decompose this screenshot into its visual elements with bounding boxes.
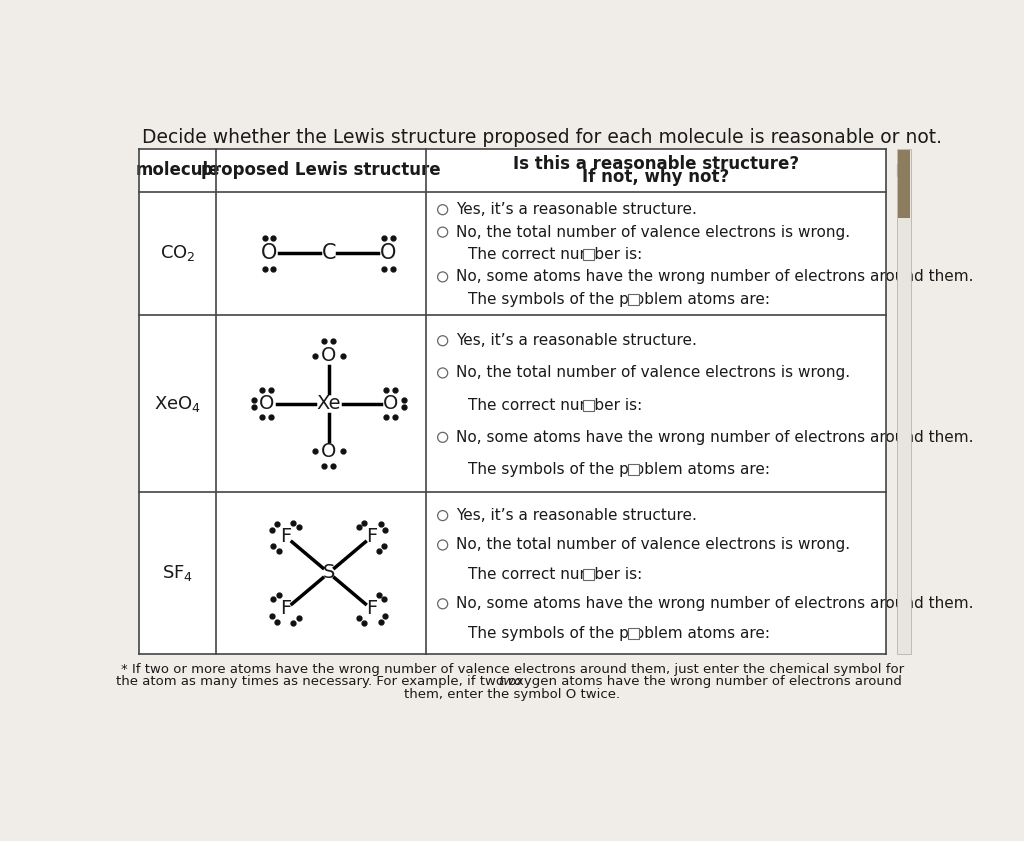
- Bar: [583, 399, 594, 410]
- Bar: [897, 149, 910, 653]
- Text: No, the total number of valence electrons is wrong.: No, the total number of valence electron…: [456, 366, 850, 380]
- Text: The symbols of the problem atoms are:: The symbols of the problem atoms are:: [468, 626, 770, 641]
- Text: C: C: [322, 243, 336, 263]
- Bar: [583, 569, 594, 579]
- Text: two: two: [498, 675, 522, 688]
- Text: CO$_2$: CO$_2$: [160, 243, 196, 263]
- Text: F: F: [281, 600, 292, 618]
- Text: O: O: [383, 394, 398, 413]
- Circle shape: [437, 540, 447, 550]
- Text: No, some atoms have the wrong number of electrons around them.: No, some atoms have the wrong number of …: [456, 596, 974, 611]
- Text: SF$_4$: SF$_4$: [162, 563, 194, 583]
- Circle shape: [437, 599, 447, 609]
- Text: The correct number is:: The correct number is:: [468, 567, 642, 582]
- Text: No, the total number of valence electrons is wrong.: No, the total number of valence electron…: [456, 225, 850, 240]
- Bar: [897, 164, 909, 177]
- Text: S: S: [323, 563, 335, 583]
- Text: O: O: [261, 243, 278, 263]
- Text: Xe: Xe: [316, 394, 341, 413]
- Text: F: F: [281, 527, 292, 547]
- Text: the atom as many times as necessary. For example, if two oxygen atoms have the w: the atom as many times as necessary. For…: [116, 675, 901, 688]
- Bar: [628, 294, 639, 304]
- Text: XeO$_4$: XeO$_4$: [154, 394, 201, 414]
- Circle shape: [437, 336, 447, 346]
- Bar: [628, 464, 639, 475]
- Text: molecule: molecule: [135, 161, 220, 179]
- Bar: [139, 149, 886, 653]
- Text: * If two or more atoms have the wrong number of valence electrons around them, j: * If two or more atoms have the wrong nu…: [121, 663, 904, 676]
- Text: If not, why not?: If not, why not?: [583, 168, 729, 186]
- Circle shape: [437, 368, 447, 378]
- Circle shape: [437, 204, 447, 214]
- Text: No, some atoms have the wrong number of electrons around them.: No, some atoms have the wrong number of …: [456, 269, 974, 284]
- Text: Yes, it’s a reasonable structure.: Yes, it’s a reasonable structure.: [456, 508, 696, 523]
- Text: No, the total number of valence electrons is wrong.: No, the total number of valence electron…: [456, 537, 850, 553]
- Text: O: O: [322, 442, 337, 461]
- Text: O: O: [322, 346, 337, 365]
- Text: The correct number is:: The correct number is:: [468, 247, 642, 262]
- Bar: [583, 249, 594, 260]
- Circle shape: [437, 432, 447, 442]
- Text: them, enter the symbol O twice.: them, enter the symbol O twice.: [404, 688, 621, 701]
- Text: Decide whether the Lewis structure proposed for each molecule is reasonable or n: Decide whether the Lewis structure propo…: [142, 128, 942, 147]
- Text: proposed Lewis structure: proposed Lewis structure: [201, 161, 440, 179]
- Text: The symbols of the problem atoms are:: The symbols of the problem atoms are:: [468, 462, 770, 477]
- Text: Yes, it’s a reasonable structure.: Yes, it’s a reasonable structure.: [456, 202, 696, 217]
- Text: F: F: [366, 600, 377, 618]
- Text: O: O: [259, 394, 274, 413]
- Text: O: O: [380, 243, 396, 263]
- Circle shape: [437, 272, 447, 282]
- Circle shape: [437, 510, 447, 521]
- Text: The correct number is:: The correct number is:: [468, 398, 642, 413]
- Text: Yes, it’s a reasonable structure.: Yes, it’s a reasonable structure.: [456, 333, 696, 348]
- Bar: [628, 628, 639, 638]
- Text: The symbols of the problem atoms are:: The symbols of the problem atoms are:: [468, 292, 770, 307]
- Circle shape: [437, 227, 447, 237]
- Text: Is this a reasonable structure?: Is this a reasonable structure?: [513, 155, 799, 173]
- Bar: [898, 151, 910, 218]
- Text: No, some atoms have the wrong number of electrons around them.: No, some atoms have the wrong number of …: [456, 430, 974, 445]
- Text: F: F: [366, 527, 377, 547]
